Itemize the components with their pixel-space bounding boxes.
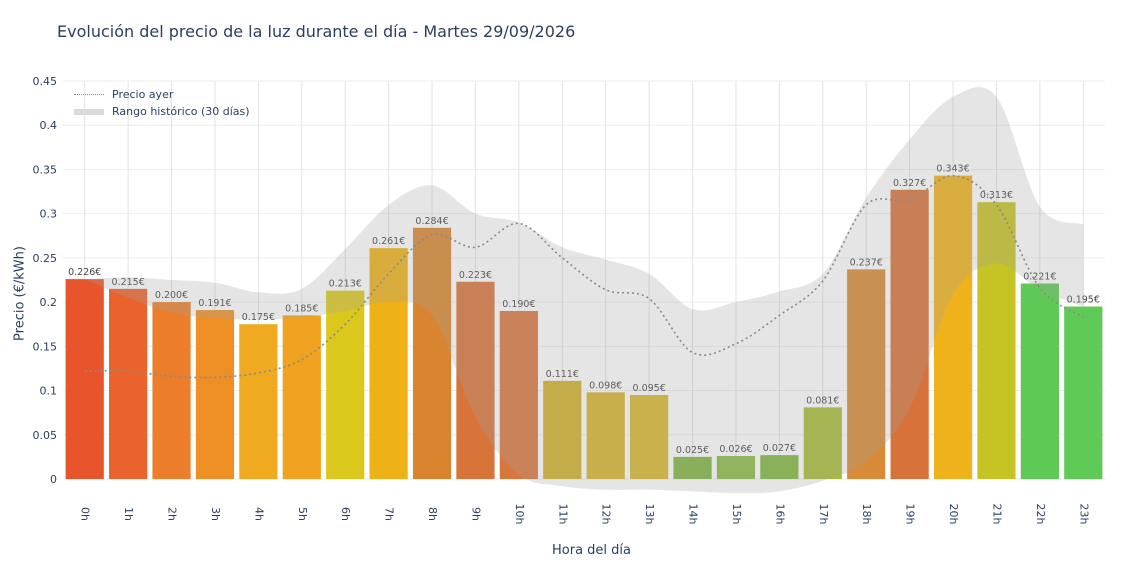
y-tick-label: 0.05 xyxy=(33,429,58,442)
bar-7h[interactable] xyxy=(369,248,408,479)
legend-label-precio-ayer: Precio ayer xyxy=(112,88,174,101)
bar-value-label: 0.261€ xyxy=(372,236,405,247)
bar-value-label: 0.195€ xyxy=(1067,295,1100,306)
bar-value-label: 0.226€ xyxy=(68,267,101,278)
bar-21h[interactable] xyxy=(977,202,1016,479)
y-tick-label: 0.15 xyxy=(33,340,58,353)
bar-value-label: 0.221€ xyxy=(1023,272,1056,283)
bar-12h[interactable] xyxy=(586,392,625,479)
x-tick-label: 21h xyxy=(990,504,1003,525)
bar-value-label: 0.025€ xyxy=(676,445,709,456)
bar-13h[interactable] xyxy=(630,394,669,479)
y-axis-label: Precio (€/kWh) xyxy=(12,246,28,341)
bar-value-label: 0.185€ xyxy=(285,303,318,314)
x-tick-label: 6h xyxy=(339,507,352,521)
x-tick-label: 22h xyxy=(1034,504,1047,525)
y-tick-label: 0.1 xyxy=(40,385,58,398)
chart-title: Evolución del precio de la luz durante e… xyxy=(57,22,576,41)
bar-15h[interactable] xyxy=(716,456,756,479)
x-tick-label: 9h xyxy=(469,507,482,521)
legend-item-precio-ayer[interactable]: Precio ayer xyxy=(74,86,250,103)
x-tick-label: 10h xyxy=(513,504,526,525)
y-tick-label: 0.3 xyxy=(40,208,58,221)
x-tick-label: 16h xyxy=(773,504,786,525)
bar-value-label: 0.027€ xyxy=(763,443,796,454)
bar-20h[interactable] xyxy=(933,175,973,479)
bar-23h[interactable] xyxy=(1064,306,1103,479)
y-tick-label: 0 xyxy=(50,473,57,486)
legend-dash-icon xyxy=(74,94,104,95)
bar-16h[interactable] xyxy=(760,455,799,479)
y-tick-label: 0.4 xyxy=(40,119,58,132)
bar-17h[interactable] xyxy=(803,407,842,479)
historical-range-band xyxy=(84,86,1084,494)
x-tick-label: 14h xyxy=(687,504,700,525)
bar-0h[interactable] xyxy=(65,279,104,479)
bar-18h[interactable] xyxy=(847,269,886,479)
bar-value-label: 0.175€ xyxy=(242,312,275,323)
x-tick-label: 17h xyxy=(817,504,830,525)
legend-band-icon xyxy=(74,108,104,115)
x-tick-label: 20h xyxy=(947,504,960,525)
x-tick-label: 5h xyxy=(296,507,309,521)
bar-1h[interactable] xyxy=(109,288,148,479)
bar-5h[interactable] xyxy=(282,315,321,479)
bar-value-label: 0.200€ xyxy=(155,290,188,301)
bar-value-label: 0.343€ xyxy=(936,164,969,175)
bar-value-label: 0.313€ xyxy=(980,190,1013,201)
bar-value-label: 0.191€ xyxy=(198,298,231,309)
bar-value-label: 0.223€ xyxy=(459,270,492,281)
bar-value-label: 0.213€ xyxy=(329,279,362,290)
bar-4h[interactable] xyxy=(239,324,278,479)
bar-value-label: 0.081€ xyxy=(806,395,839,406)
x-tick-label: 19h xyxy=(904,504,917,525)
yesterday-price-line xyxy=(84,174,1084,379)
bar-19h[interactable] xyxy=(890,189,929,479)
bar-value-label: 0.111€ xyxy=(546,369,579,380)
bar-value-label: 0.026€ xyxy=(719,444,752,455)
x-tick-label: 3h xyxy=(209,507,222,521)
bar-value-label: 0.190€ xyxy=(502,299,535,310)
bar-2h[interactable] xyxy=(152,302,191,479)
bar-value-label: 0.215€ xyxy=(112,277,145,288)
x-tick-label: 7h xyxy=(383,507,396,521)
bar-8h[interactable] xyxy=(412,227,452,479)
x-tick-label: 18h xyxy=(860,504,873,525)
bar-11h[interactable] xyxy=(543,380,582,479)
legend-item-rango-historico[interactable]: Rango histórico (30 días) xyxy=(74,103,250,120)
y-tick-label: 0.45 xyxy=(33,75,58,88)
y-tick-label: 0.25 xyxy=(33,252,58,265)
x-axis-label: Hora del día xyxy=(552,543,631,558)
chart-legend: Precio ayer Rango histórico (30 días) xyxy=(74,86,250,120)
bar-3h[interactable] xyxy=(195,310,235,479)
x-tick-label: 23h xyxy=(1077,504,1090,525)
x-tick-label: 4h xyxy=(252,507,265,521)
bar-value-label: 0.095€ xyxy=(633,383,666,394)
bar-22h[interactable] xyxy=(1020,283,1059,479)
bar-10h[interactable] xyxy=(499,310,538,479)
x-tick-label: 8h xyxy=(426,507,439,521)
x-tick-label: 12h xyxy=(600,504,613,525)
y-tick-label: 0.35 xyxy=(33,163,58,176)
x-tick-label: 11h xyxy=(556,504,569,525)
bar-value-label: 0.327€ xyxy=(893,178,926,189)
bar-14h[interactable] xyxy=(673,456,712,479)
y-tick-label: 0.2 xyxy=(40,296,58,309)
bar-value-label: 0.098€ xyxy=(589,380,622,391)
bar-value-label: 0.284€ xyxy=(415,216,448,227)
x-tick-label: 2h xyxy=(166,507,179,521)
bar-6h[interactable] xyxy=(326,290,365,479)
x-tick-label: 0h xyxy=(79,507,92,521)
bar-value-label: 0.237€ xyxy=(850,257,883,268)
legend-label-rango-historico: Rango histórico (30 días) xyxy=(112,105,250,118)
bar-9h[interactable] xyxy=(456,281,495,479)
x-tick-label: 15h xyxy=(730,504,743,525)
x-tick-label: 1h xyxy=(122,507,135,521)
x-tick-label: 13h xyxy=(643,504,656,525)
